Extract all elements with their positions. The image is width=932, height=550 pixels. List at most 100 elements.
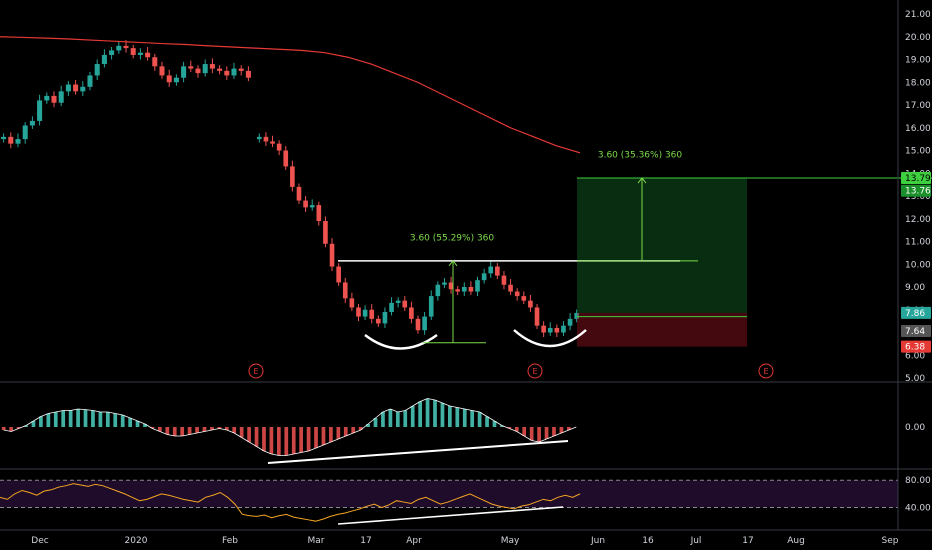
time-tick-label: 17 [360,536,371,546]
candle [137,52,143,55]
price-tick-label: 9.00 [905,283,925,293]
price-tag-label: 7.64 [905,327,925,337]
earnings-marker-label: E [532,367,537,376]
price-tag: 7.86 [901,306,931,319]
rsi-tick-label: 40.00 [905,504,931,514]
earnings-marker-label: E [763,367,768,376]
time-tick-label: Jul [690,536,702,546]
candle [188,66,194,69]
price-tick-label: 19.00 [905,56,931,66]
time-tick-label: Mar [308,536,325,546]
candle [528,300,533,308]
moving-average-line [0,36,581,154]
price-tag: 6.38 [901,340,931,353]
price-tag-bg [901,172,931,185]
candle [283,150,289,167]
candle [514,291,520,297]
measure-arrow [448,260,458,267]
price-tag: 7.64 [901,324,931,337]
price-tick-label: 11.00 [905,238,931,248]
candle [395,300,401,303]
candle [166,75,172,83]
candle [152,57,158,67]
target-zone [577,178,747,313]
rsi-band [0,480,898,508]
candle [37,100,43,121]
rsi-line [0,483,581,522]
time-tick-label: 2020 [125,536,148,546]
candle [245,70,251,78]
candle [173,77,179,83]
candle [461,287,467,292]
drawing-overlays: 3.60 (55.29%) 360 3.60 (35.36%) 360 E E E [248,150,932,379]
rsi-tick-label: 80.00 [905,476,931,486]
candle [80,86,86,92]
price-tick-label: 21.00 [905,10,931,20]
candle [501,275,507,285]
price-tag-bg [901,184,931,197]
candle [356,307,361,317]
candle [362,309,368,317]
macd-trendline [267,440,569,464]
candle [389,302,394,313]
time-axis[interactable]: Dec 2020 Feb Mar 17 Apr May Jun 16 Jul 17 Aug Sep [31,536,898,546]
earnings-marker[interactable] [758,363,774,379]
candle [435,284,441,297]
price-tick-label: 17.00 [905,101,931,111]
earnings-marker-label: E [253,367,258,376]
price-tick-label: 15.00 [905,147,931,157]
measure-arrow [637,177,647,184]
candle [409,307,414,319]
candle [231,68,237,76]
candle [290,166,295,187]
candle [130,48,136,55]
candle [309,205,315,208]
candle [8,136,14,144]
candle [276,143,282,151]
time-tick-label: 16 [642,536,654,546]
price-panel [0,36,581,338]
candle [256,136,262,140]
macd-tick-label: 0.00 [905,423,925,433]
time-tick-label: Sep [882,536,899,546]
price-tick-label: 12.00 [905,215,931,225]
candle [87,75,93,87]
time-tick-label: Aug [787,536,805,546]
candle [116,45,122,51]
candle [422,316,427,331]
earnings-marker[interactable] [248,363,264,379]
candle [22,125,28,140]
measure-label: 3.60 (55.29%) 360 [410,233,495,243]
candle [145,52,151,58]
candle [73,84,79,92]
candle [402,300,408,308]
candle [209,64,215,69]
candle [323,221,328,244]
candle [521,296,527,301]
price-tag-bg [901,324,931,337]
candle [369,309,375,319]
price-tag-bg [901,340,931,353]
stop-zone [577,312,747,347]
time-tick-label: Jun [590,536,605,546]
price-tick-label: 13.00 [905,192,931,202]
time-tick-label: Apr [406,536,422,546]
price-tag: 13.76 [901,184,931,197]
candle [468,287,474,292]
time-tick-label: 17 [742,536,753,546]
candle [224,70,230,76]
macd-panel: 0.00 [1,398,925,464]
candle [534,307,540,326]
candle [29,120,35,126]
candle [263,136,269,142]
candle [44,95,50,101]
candle [342,282,348,299]
measure-label: 3.60 (35.36%) 360 [598,150,683,160]
rsi-trendline [337,506,564,525]
candle [94,64,100,76]
candle [488,266,494,274]
price-tick-label: 20.00 [905,33,931,43]
earnings-marker[interactable] [527,363,543,379]
candle [376,318,381,324]
